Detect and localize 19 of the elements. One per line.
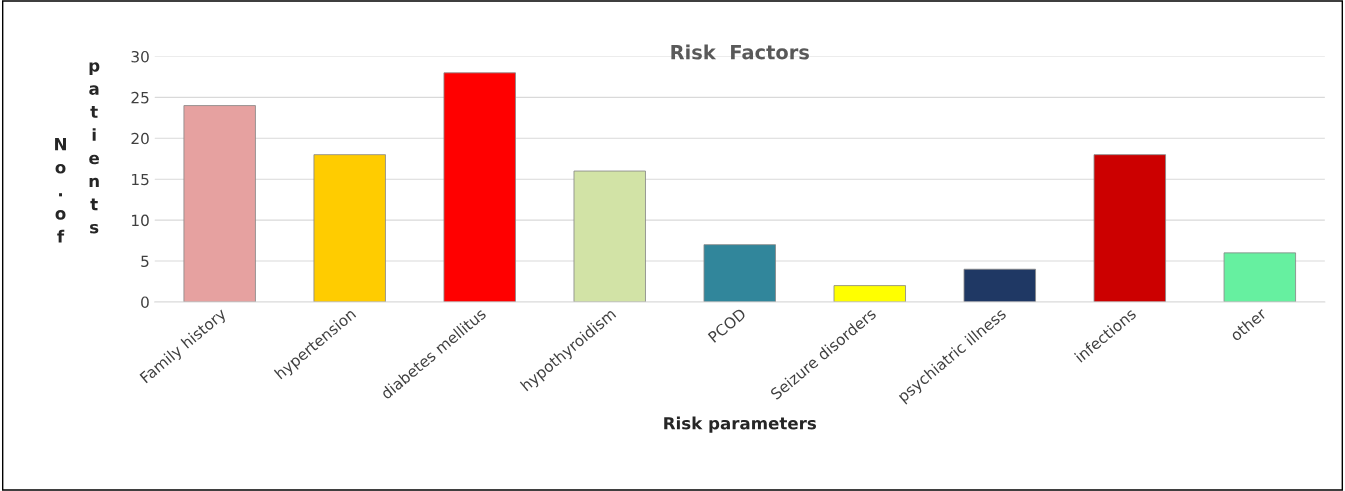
bar bbox=[313, 154, 386, 302]
y-tick-label: 15 bbox=[132, 173, 149, 186]
y-tick-label: 20 bbox=[131, 132, 149, 145]
bar bbox=[183, 105, 256, 302]
bar bbox=[1093, 154, 1166, 302]
bar bbox=[443, 72, 516, 302]
bar bbox=[833, 285, 906, 302]
y-tick-label: 5 bbox=[141, 255, 149, 268]
y-tick-label: 30 bbox=[131, 50, 149, 63]
bar bbox=[963, 268, 1036, 302]
y-tick-label: 10 bbox=[132, 214, 149, 227]
bar bbox=[703, 244, 776, 302]
x-axis-title: Risk parameters bbox=[664, 416, 816, 433]
bar bbox=[573, 170, 646, 302]
y-tick-label: 25 bbox=[131, 91, 149, 104]
chart-title: Risk Factors bbox=[671, 44, 809, 60]
y-tick-label: 0 bbox=[141, 296, 149, 308]
text: No. of patients bbox=[55, 62, 100, 243]
bar bbox=[1223, 252, 1296, 302]
